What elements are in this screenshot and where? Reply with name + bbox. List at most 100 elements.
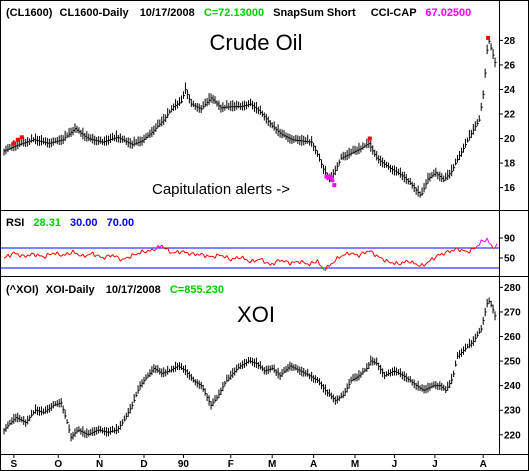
top-alert-marker (11, 141, 16, 146)
rsi-line-segment (116, 255, 119, 258)
rsi-line-segment (368, 250, 371, 253)
rsi-line-segment (106, 254, 109, 257)
rsi-line-segment (344, 251, 348, 256)
rsi-line-segment (382, 258, 386, 263)
rsi-line-segment (9, 253, 13, 258)
rsi-line-segment (328, 263, 332, 267)
x-axis-tick-label: A (310, 459, 317, 470)
rsi-line-segment (453, 248, 456, 252)
x-axis-tick-label: J (432, 459, 438, 470)
rsi-line-segment (230, 257, 234, 262)
xoi-header-series: XOI-Daily (46, 284, 96, 296)
rsi-line-segment (13, 251, 17, 255)
rsi-line-segment (488, 242, 492, 245)
crude-header-symbol: (CL1600) (6, 7, 53, 19)
rsi-line-segment (185, 251, 188, 254)
rsi-line-segment (37, 253, 40, 257)
rsi-line-segment (484, 237, 488, 242)
rsi-line-segment (226, 255, 230, 260)
rsi-line-segment (372, 251, 376, 257)
xoi-header: (^XOI) XOI-Daily 10/17/2008 C=855.230 (6, 284, 224, 296)
rsi-line-segment (163, 247, 166, 250)
rsi-line-segment (402, 261, 405, 264)
crude-y-tick-label: 26 (504, 60, 516, 71)
rsi-line-segment (54, 251, 58, 255)
rsi-line-segment (279, 259, 283, 262)
rsi-line-segment (234, 256, 238, 260)
capitulation-annotation: Capitulation alerts -> (152, 181, 290, 198)
rsi-line-segment (285, 260, 289, 262)
rsi-line-segment (242, 255, 246, 260)
rsi-line-segment (248, 261, 251, 264)
rsi-line-segment (104, 255, 107, 260)
rsi-line-segment (343, 254, 346, 256)
rsi-line-segment (157, 245, 161, 248)
rsi-line-segment (277, 259, 281, 262)
rsi-line-segment (23, 254, 27, 258)
rsi-line-segment (47, 252, 50, 255)
rsi-line-segment (283, 260, 287, 263)
rsi-line-segment (455, 247, 458, 250)
rsi-line-segment (66, 252, 70, 255)
x-axis-tick-label: O (54, 459, 62, 470)
rsi-line-segment (338, 256, 342, 259)
rsi-line-segment (145, 249, 149, 254)
rsi-line (3, 237, 498, 271)
rsi-line-segment (161, 244, 165, 249)
crude-y-tick-label: 24 (504, 85, 516, 96)
xoi-y-axis: 280 270 260 250 240 230 220 (500, 283, 521, 441)
crude-header-date: 10/17/2008 (140, 7, 195, 19)
rsi-line-segment (58, 254, 62, 257)
rsi-line-segment (246, 259, 249, 263)
rsi-y-axis: 90 50 (500, 234, 516, 265)
rsi-line-segment (129, 253, 133, 259)
rsi-line-segment (181, 250, 184, 252)
rsi-line-segment (33, 253, 36, 258)
rsi-line-segment (117, 256, 121, 262)
rsi-line-segment (41, 255, 44, 258)
rsi-line-segment (198, 252, 202, 256)
rsi-line-segment (183, 250, 186, 254)
rsi-line-segment (348, 253, 352, 256)
rsi-line-segment (167, 247, 171, 254)
rsi-line-segment (273, 260, 277, 266)
rsi-line-segment (25, 254, 29, 258)
rsi-line-segment (131, 253, 135, 256)
crude-y-axis: 28 26 24 22 20 18 16 (500, 36, 516, 194)
rsi-line-segment (311, 260, 314, 264)
rsi-line-segment (324, 265, 328, 271)
rsi-line-segment (287, 261, 291, 266)
crude-header-indicator-value: 67.02500 (425, 7, 471, 19)
rsi-line-segment (224, 255, 228, 259)
rsi-line-segment (443, 251, 447, 256)
rsi-line-segment (429, 257, 433, 262)
rsi-line-segment (327, 264, 330, 267)
rsi-line-segment (216, 253, 220, 256)
rsi-line-segment (149, 248, 153, 252)
rsi-line-segment (468, 248, 472, 254)
rsi-line-segment (60, 254, 64, 257)
crude-header-close: C=72.13000 (204, 7, 264, 19)
rsi-line-segment (139, 249, 143, 255)
x-axis-tick-label: N (96, 459, 103, 470)
rsi-line-segment (425, 261, 429, 265)
rsi-line-segment (370, 250, 374, 253)
rsi-line-segment (350, 252, 354, 255)
rsi-line-segment (82, 253, 86, 258)
rsi-line-segment (186, 251, 190, 256)
rsi-line-segment (449, 250, 453, 254)
top-alert-marker (15, 137, 20, 142)
rsi-line-segment (94, 254, 97, 258)
rsi-line-segment (421, 263, 425, 267)
capitulation-alert-marker (328, 174, 333, 179)
xoi-y-tick-label: 270 (504, 307, 521, 318)
x-axis-tick-label: S (11, 459, 18, 470)
rsi-bands (0, 247, 500, 269)
rsi-line-segment (202, 253, 206, 259)
rsi-line-segment (403, 259, 407, 264)
x-axis-tick-label: 90 (178, 459, 190, 470)
rsi-line-segment (92, 251, 96, 257)
rsi-line-segment (68, 253, 72, 256)
rsi-line-segment (51, 252, 54, 255)
